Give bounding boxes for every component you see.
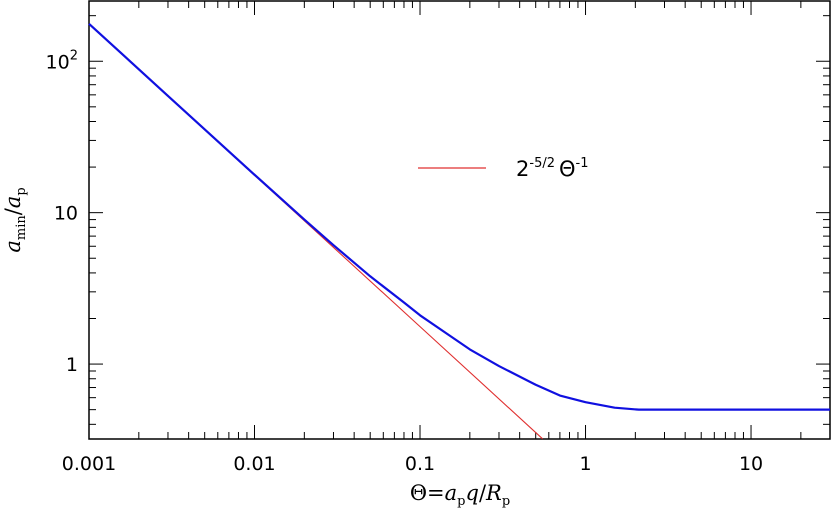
x-tick-label: 10 xyxy=(739,453,763,475)
plot-frame xyxy=(88,0,831,440)
x-axis-label: Θ=apq/Rp xyxy=(410,481,510,509)
y-tick-label: 10 xyxy=(54,203,78,225)
axis-ticks xyxy=(88,1,831,439)
x-tick-label: 0.01 xyxy=(233,453,275,475)
series-amin-curve xyxy=(88,22,830,411)
x-tick-label: 0.001 xyxy=(62,453,116,475)
y-tick-label: 102 xyxy=(46,48,78,73)
x-tick-label: 0.1 xyxy=(405,453,435,475)
series-group xyxy=(88,22,830,440)
x-tick-label: 1 xyxy=(579,453,591,475)
y-tick-label: 1 xyxy=(66,354,78,376)
legend-label: 2-5/2 Θ-1 xyxy=(516,156,589,181)
y-axis-label: amin/ap xyxy=(1,187,29,252)
tick-labels: 0.001 0.01 0.1 1 10 1 10 102 xyxy=(46,48,764,475)
